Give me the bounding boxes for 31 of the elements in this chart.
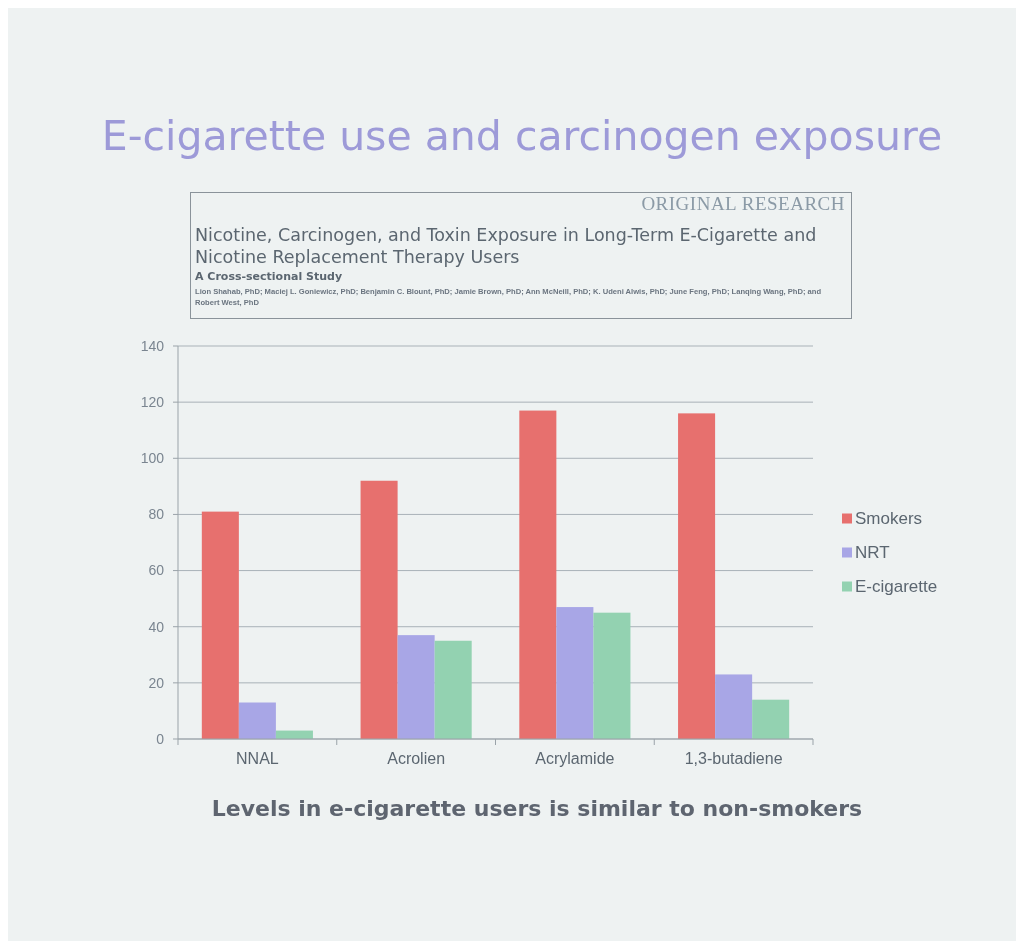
bar bbox=[752, 699, 790, 739]
y-tick-label: 80 bbox=[148, 506, 165, 523]
x-tick-label: NNAL bbox=[236, 750, 279, 767]
text: Nicotine, Carcinogen, and Toxin Exposure in Long-Term E-Cigarette and Nicotine Replacement Therapy Users bbox=[195, 224, 818, 268]
bar bbox=[434, 640, 472, 739]
y-tick-label: 140 bbox=[140, 337, 165, 354]
y-tick-label: 120 bbox=[140, 394, 165, 411]
bar bbox=[678, 413, 716, 739]
legend-label: NRT bbox=[855, 543, 890, 563]
bar bbox=[519, 410, 557, 739]
bar bbox=[715, 674, 753, 739]
bar bbox=[201, 511, 239, 739]
bar bbox=[238, 702, 276, 739]
bar bbox=[360, 480, 398, 739]
bar bbox=[397, 635, 435, 739]
y-tick-label: 20 bbox=[148, 674, 165, 691]
legend-label: E-cigarette bbox=[855, 577, 938, 597]
text: ORIGINAL RESEARCH bbox=[641, 193, 845, 215]
text: A Cross-sectional Study bbox=[195, 270, 344, 283]
bar bbox=[556, 607, 594, 739]
x-tick-label: Acrolien bbox=[387, 750, 446, 767]
y-tick-label: 100 bbox=[140, 450, 165, 467]
chart-title: E-cigarette use and carcinogen exposure bbox=[101, 112, 943, 160]
x-tick-label: 1,3-butadiene bbox=[684, 750, 783, 767]
bar bbox=[593, 612, 631, 739]
x-tick-label: Acrylamide bbox=[535, 750, 615, 767]
legend-label: Smokers bbox=[855, 509, 923, 529]
y-tick-label: 60 bbox=[148, 562, 165, 579]
y-tick-label: 0 bbox=[156, 730, 165, 747]
text: Levels in e-cigarette users is similar to non-smokers bbox=[211, 796, 863, 821]
y-tick-label: 40 bbox=[148, 618, 165, 635]
